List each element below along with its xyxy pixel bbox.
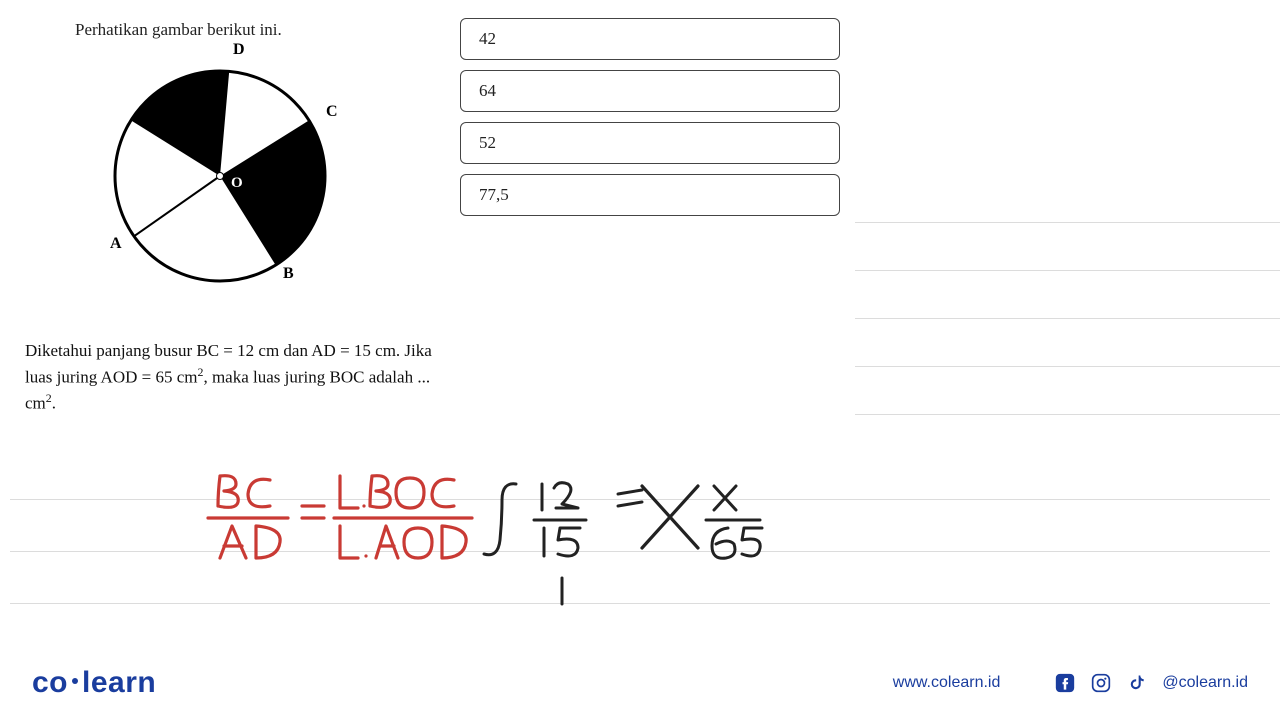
brand-dot-icon [72,678,78,684]
footer-right: www.colearn.id @colearn.id [893,672,1248,694]
answer-option-1[interactable]: 64 [460,70,840,112]
svg-text:O: O [231,175,243,191]
svg-text:D: D [233,41,245,58]
svg-text:A: A [110,235,122,252]
instagram-icon[interactable] [1090,672,1112,694]
full-ruled-lines [10,448,1270,604]
footer: colearn www.colearn.id @colearn.id [0,666,1280,700]
question-body: Diketahui panjang busur BC = 12 cm dan A… [25,339,445,416]
answer-option-2[interactable]: 52 [460,122,840,164]
content-area: Perhatikan gambar berikut ini. D [0,0,1280,640]
footer-url[interactable]: www.colearn.id [893,674,1001,692]
brand-learn: learn [82,666,156,699]
tiktok-icon[interactable] [1126,672,1148,694]
answer-option-0[interactable]: 42 [460,18,840,60]
svg-text:B: B [283,265,294,282]
footer-handle: @colearn.id [1162,674,1248,692]
svg-text:C: C [326,103,338,120]
brand-co: co [32,666,68,699]
answer-list: 42 64 52 77,5 [460,18,840,216]
circle-diagram: D C O A B [105,36,365,311]
page-root: Perhatikan gambar berikut ini. D [0,0,1280,720]
question-block: Perhatikan gambar berikut ini. D [25,20,445,416]
facebook-icon[interactable] [1054,672,1076,694]
answer-option-3[interactable]: 77,5 [460,174,840,216]
side-ruled-lines [855,175,1280,415]
brand-logo: colearn [32,666,156,700]
